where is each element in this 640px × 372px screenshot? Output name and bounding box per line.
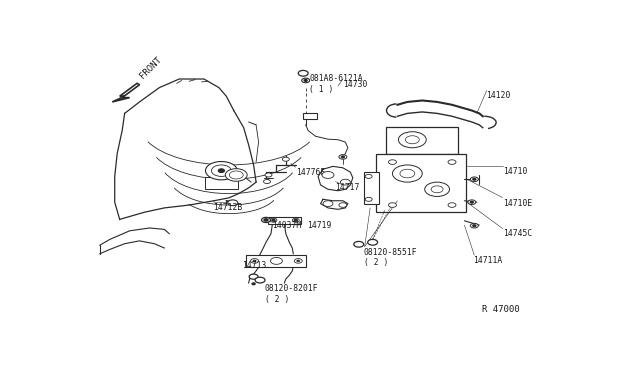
Circle shape xyxy=(297,260,300,262)
Text: 14037M: 14037M xyxy=(273,221,301,230)
Circle shape xyxy=(264,219,268,221)
Circle shape xyxy=(270,218,277,222)
Circle shape xyxy=(470,223,478,228)
Text: R 47000: R 47000 xyxy=(482,305,520,314)
Circle shape xyxy=(255,277,265,283)
Circle shape xyxy=(211,165,231,176)
Circle shape xyxy=(365,197,372,201)
Circle shape xyxy=(251,259,259,263)
Circle shape xyxy=(294,219,297,221)
Circle shape xyxy=(339,203,347,207)
Circle shape xyxy=(304,80,307,81)
Circle shape xyxy=(229,171,243,179)
Text: 14713: 14713 xyxy=(242,262,267,270)
Circle shape xyxy=(322,171,334,179)
Circle shape xyxy=(388,160,396,164)
Circle shape xyxy=(473,225,476,227)
Text: 14120: 14120 xyxy=(486,91,510,100)
Circle shape xyxy=(399,132,426,148)
Circle shape xyxy=(473,179,476,180)
Circle shape xyxy=(365,174,372,179)
Text: 08120-8201F
( 2 ): 08120-8201F ( 2 ) xyxy=(264,284,318,304)
Text: 14776F: 14776F xyxy=(296,169,325,177)
Circle shape xyxy=(249,274,258,279)
Text: 14745C: 14745C xyxy=(502,230,532,238)
FancyBboxPatch shape xyxy=(303,113,317,119)
Text: 14712B: 14712B xyxy=(213,203,242,212)
Circle shape xyxy=(470,177,478,182)
Circle shape xyxy=(354,241,364,247)
Circle shape xyxy=(340,179,350,185)
Text: 14719: 14719 xyxy=(307,221,332,230)
Text: B: B xyxy=(357,242,360,247)
Text: 14730: 14730 xyxy=(343,80,367,89)
Text: 14711A: 14711A xyxy=(473,256,502,265)
FancyBboxPatch shape xyxy=(269,217,301,224)
Circle shape xyxy=(323,201,333,206)
Circle shape xyxy=(294,259,302,263)
Text: B: B xyxy=(301,71,305,76)
Circle shape xyxy=(431,186,443,193)
Circle shape xyxy=(448,160,456,164)
Text: 08120-8551F
( 2 ): 08120-8551F ( 2 ) xyxy=(364,248,417,267)
Circle shape xyxy=(272,219,275,221)
Circle shape xyxy=(388,203,396,207)
Circle shape xyxy=(468,200,476,205)
Text: 14710: 14710 xyxy=(502,167,527,176)
Text: 081A8-6121A
( 1 ): 081A8-6121A ( 1 ) xyxy=(309,74,363,94)
Circle shape xyxy=(292,218,300,222)
Circle shape xyxy=(228,200,237,206)
FancyBboxPatch shape xyxy=(205,177,237,189)
Circle shape xyxy=(448,203,456,207)
Text: 14710E: 14710E xyxy=(502,199,532,208)
Circle shape xyxy=(253,260,256,262)
Text: B: B xyxy=(252,274,255,279)
Text: B: B xyxy=(371,240,374,245)
Circle shape xyxy=(425,182,449,196)
Circle shape xyxy=(205,161,237,180)
Text: 14717: 14717 xyxy=(335,183,360,192)
FancyBboxPatch shape xyxy=(364,171,379,204)
Circle shape xyxy=(301,78,310,83)
Circle shape xyxy=(298,70,308,76)
Text: B: B xyxy=(258,278,262,283)
FancyBboxPatch shape xyxy=(376,154,466,212)
Circle shape xyxy=(265,173,272,177)
Circle shape xyxy=(262,217,271,222)
Circle shape xyxy=(282,157,289,161)
FancyBboxPatch shape xyxy=(246,255,306,267)
Circle shape xyxy=(405,136,419,144)
Circle shape xyxy=(225,169,247,181)
Circle shape xyxy=(271,257,282,264)
FancyBboxPatch shape xyxy=(386,127,458,154)
Circle shape xyxy=(392,165,422,182)
Circle shape xyxy=(341,156,344,158)
Polygon shape xyxy=(112,83,140,102)
Circle shape xyxy=(367,240,378,245)
Circle shape xyxy=(339,155,347,159)
Circle shape xyxy=(264,180,271,183)
Text: FRONT: FRONT xyxy=(138,55,164,80)
Circle shape xyxy=(252,283,255,285)
Circle shape xyxy=(400,169,415,178)
Circle shape xyxy=(470,201,474,203)
Circle shape xyxy=(218,169,225,172)
